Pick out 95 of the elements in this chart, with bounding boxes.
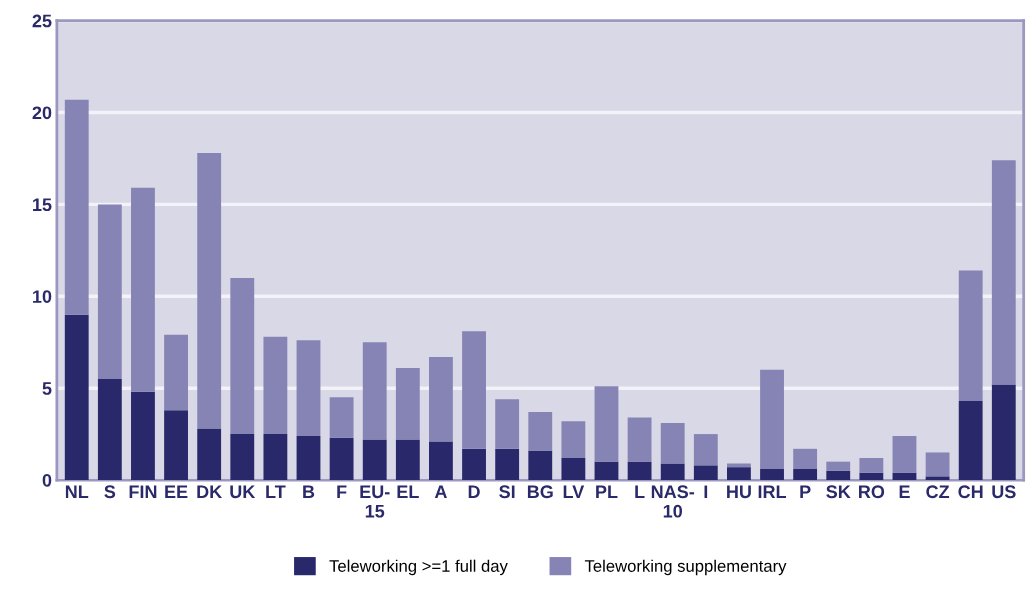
bar <box>528 450 553 481</box>
bar <box>329 397 354 438</box>
bar <box>693 465 718 481</box>
bar <box>627 461 652 481</box>
x-tick-label: EL <box>397 485 419 498</box>
bar <box>296 340 321 436</box>
bar <box>594 461 619 481</box>
bar <box>230 434 255 481</box>
bar <box>462 331 486 449</box>
bar <box>164 334 188 411</box>
bar <box>230 277 255 435</box>
bar <box>64 99 89 315</box>
x-tick-label: S <box>104 485 116 499</box>
bar <box>164 410 188 481</box>
bar <box>793 448 818 470</box>
x-tick-label: CH <box>958 485 983 499</box>
bar <box>561 457 586 481</box>
bar <box>296 435 321 481</box>
bar <box>627 417 652 462</box>
x-tick-label: E <box>899 485 910 498</box>
bar <box>64 314 89 481</box>
bar <box>826 461 851 471</box>
bar <box>329 437 354 481</box>
x-tick-label: PL <box>596 485 618 498</box>
bar <box>892 472 917 481</box>
x-tick-label: SK <box>826 485 851 499</box>
bar <box>892 435 917 473</box>
bar <box>991 384 1016 481</box>
x-tick-label: CZ <box>926 485 950 499</box>
y-tick-label: 25 <box>32 14 52 28</box>
y-tick-label: 10 <box>33 290 52 303</box>
bar <box>991 160 1016 385</box>
x-tick-label: NAS- 10 <box>651 485 695 518</box>
bar <box>693 434 718 466</box>
y-tick-label: 0 <box>42 473 52 487</box>
bar <box>958 401 983 481</box>
bar <box>131 187 155 392</box>
bar <box>660 463 685 481</box>
bar <box>395 439 420 481</box>
bar <box>362 439 387 481</box>
x-tick-label: RO <box>859 485 885 499</box>
bar <box>429 441 453 481</box>
bar <box>197 152 222 429</box>
x-tick-label: EU- 15 <box>360 485 390 518</box>
bar <box>727 463 751 468</box>
bar <box>462 448 486 481</box>
x-tick-label: I <box>704 485 708 498</box>
x-tick-label: F <box>337 485 347 498</box>
bar <box>958 270 983 402</box>
x-tick-label: HU <box>727 485 751 499</box>
x-tick-label: P <box>800 485 811 498</box>
bar <box>760 369 784 470</box>
x-tick-label: B <box>303 485 315 498</box>
bar <box>395 367 420 440</box>
x-tick-label: LT <box>266 485 286 498</box>
x-tick-label: BG <box>527 485 553 499</box>
x-tick-label: IRL <box>758 485 787 498</box>
x-tick-label: D <box>468 485 480 498</box>
x-tick-label: FIN <box>129 485 157 498</box>
bar <box>925 452 950 477</box>
bar <box>131 391 155 481</box>
bar <box>495 448 520 481</box>
bar <box>594 386 619 462</box>
x-tick-label: SI <box>499 485 515 499</box>
bar <box>859 457 884 473</box>
x-tick-label: US <box>992 485 1016 499</box>
bar <box>97 378 122 481</box>
x-tick-label: NL <box>65 485 89 498</box>
x-tick-label: DK <box>197 485 223 498</box>
bar <box>263 336 288 435</box>
bar <box>97 204 122 379</box>
bar <box>561 421 586 458</box>
bar <box>429 356 453 442</box>
legend-label: Teleworking >=1 full day <box>329 559 508 576</box>
x-tick-label: LV <box>563 485 585 498</box>
bar <box>727 467 751 481</box>
bar <box>528 412 553 451</box>
x-tick-label: A <box>434 485 447 498</box>
bar <box>660 423 685 464</box>
bar <box>495 399 520 449</box>
y-tick-label: 20 <box>32 106 52 120</box>
bar <box>760 469 784 481</box>
x-tick-label: UK <box>230 485 256 499</box>
bar <box>362 342 387 440</box>
bar <box>826 470 851 481</box>
y-tick-label: 15 <box>33 198 52 212</box>
bar <box>925 476 950 481</box>
bar <box>197 428 222 481</box>
legend-label: Teleworking supplementary <box>584 559 787 576</box>
x-tick-label: L <box>635 485 645 498</box>
bar <box>793 469 818 481</box>
x-tick-label: EE <box>165 485 188 498</box>
bar <box>859 472 884 481</box>
y-tick-label: 5 <box>42 382 52 395</box>
bar <box>263 434 288 481</box>
